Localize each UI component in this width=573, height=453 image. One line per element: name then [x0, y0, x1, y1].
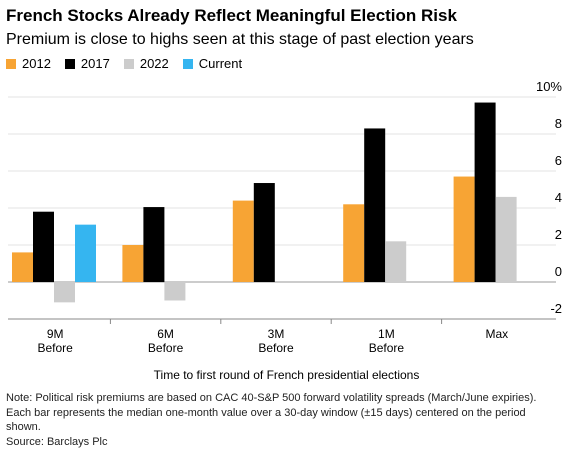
bar — [143, 207, 165, 282]
legend: 2012 2017 2022 Current — [6, 56, 256, 71]
note-line: Source: Barclays Plc — [6, 435, 108, 448]
bar — [385, 241, 407, 282]
y-tick-label: 2 — [555, 227, 562, 242]
legend-swatch — [64, 58, 75, 69]
bar — [75, 224, 96, 282]
x-tick-label: 6M Before — [147, 327, 184, 355]
legend-label: 2022 — [139, 56, 169, 71]
bar — [12, 252, 33, 282]
legend-label: 2017 — [80, 56, 110, 71]
legend-swatch — [6, 58, 16, 69]
legend-item: Current — [182, 56, 243, 71]
note-line: Each bar represents the median one-month… — [6, 406, 526, 419]
chart-subtitle: Premium is close to highs seen at this s… — [6, 31, 474, 48]
x-tick-label: 1M Before — [368, 327, 405, 355]
legend-item: 2017 — [64, 56, 110, 71]
x-tick-label: 3M Before — [258, 327, 294, 355]
y-tick-label: 6 — [555, 153, 562, 168]
y-tick-label: 0 — [555, 264, 562, 279]
chart-title: French Stocks Already Reflect Meaningful… — [6, 6, 457, 25]
legend-label: 2012 — [22, 56, 51, 71]
y-tick-label: -2 — [550, 301, 562, 316]
legend-item: 2022 — [123, 56, 169, 71]
bar — [164, 282, 186, 301]
bar — [54, 282, 75, 303]
bar — [33, 211, 54, 282]
legend-swatch — [123, 58, 134, 69]
bar — [474, 102, 496, 282]
legend-item: 2012 — [6, 56, 51, 71]
bar — [495, 196, 517, 282]
x-tick-label: 9M Before — [37, 327, 73, 355]
legend-swatch — [182, 58, 193, 69]
x-axis-label: Time to first round of French presidenti… — [153, 368, 420, 382]
y-tick-label: 10% — [536, 79, 562, 94]
y-tick-label: 8 — [555, 116, 562, 131]
bar — [364, 128, 386, 282]
legend-label: Current — [198, 56, 243, 71]
bar — [343, 204, 365, 282]
bar — [453, 176, 475, 282]
x-tick-label: Max — [485, 327, 509, 341]
bar — [122, 245, 144, 282]
note-line: shown. — [6, 421, 41, 433]
bar — [232, 200, 254, 282]
notes: Note: Political risk premiums are based … — [6, 391, 536, 449]
note-line: Note: Political risk premiums are based … — [6, 392, 537, 404]
bar — [253, 183, 275, 282]
y-tick-label: 4 — [555, 190, 562, 205]
